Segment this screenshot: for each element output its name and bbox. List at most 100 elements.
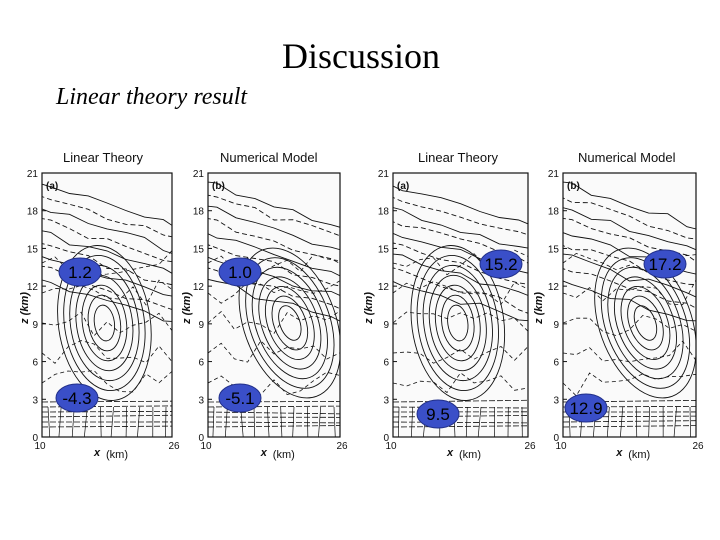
y-tick-label: 15 <box>27 244 39 255</box>
contour-ellipse <box>238 247 340 399</box>
contour-line <box>318 406 322 437</box>
x-axis-label: x <box>615 447 623 459</box>
y-tick-label: 18 <box>193 207 205 218</box>
x-tick-label: 26 <box>336 441 348 452</box>
y-tick-label: 3 <box>383 395 389 406</box>
contour-ellipse <box>594 247 696 399</box>
contour-line <box>280 406 283 437</box>
contour-line <box>635 406 638 437</box>
value-badge-text: 17.2 <box>648 255 681 274</box>
contour-line <box>165 406 167 437</box>
contour-line <box>393 207 528 249</box>
value-badge: -4.3 <box>55 383 99 413</box>
value-badge: 1.0 <box>218 257 262 287</box>
contour-figure: Linear Theory (a) 0 3 6 9 12 15 18 21 z (km) 10 26 x (… <box>19 150 704 461</box>
contour-line <box>393 421 528 424</box>
contour-line <box>110 406 114 437</box>
value-badge-oval <box>643 249 687 279</box>
contour-line <box>563 405 696 408</box>
contour-line <box>42 196 172 238</box>
contour-line <box>42 243 172 286</box>
contour-line <box>393 406 528 409</box>
contour-line <box>563 245 696 286</box>
contour-line <box>393 267 528 314</box>
y-tick-label: 3 <box>198 395 204 406</box>
contour-line <box>411 406 414 437</box>
contour-line <box>563 420 696 423</box>
y-tick-label: 6 <box>383 358 389 369</box>
y-tick-label: 6 <box>32 358 38 369</box>
y-tick-label: 15 <box>378 244 390 255</box>
contour-line <box>648 406 651 437</box>
value-badge-oval <box>55 383 99 413</box>
panel-frame <box>562 172 697 438</box>
panel-heading: Linear Theory <box>418 150 498 165</box>
contour-lines <box>208 181 340 437</box>
contour-lines <box>393 185 528 437</box>
contour-line <box>393 372 528 394</box>
y-tick-label: 6 <box>553 358 559 369</box>
panel-heading: Linear Theory <box>63 150 143 165</box>
contour-ellipse <box>441 294 475 352</box>
contour-lines <box>42 183 172 437</box>
x-tick-label: 10 <box>555 441 567 452</box>
contour-ellipse <box>613 276 677 370</box>
contour-line <box>563 400 696 403</box>
contour-line <box>306 406 309 437</box>
value-badge: 1.2 <box>58 257 102 287</box>
contour-line <box>393 185 528 225</box>
contour-line <box>563 340 696 363</box>
contour-line <box>42 279 172 322</box>
contour-line <box>100 406 102 437</box>
contour-ellipse <box>63 254 146 392</box>
y-tick-label: 12 <box>378 282 390 293</box>
y-tick-label: 21 <box>378 169 390 180</box>
contour-line <box>393 311 528 332</box>
contour-line <box>689 406 691 437</box>
contour-line <box>42 208 172 254</box>
contour-line <box>393 425 528 428</box>
value-badge-text: 12.9 <box>569 399 602 418</box>
y-tick-label: 18 <box>378 207 390 218</box>
contour-ellipse <box>428 274 487 372</box>
panel-heading: Numerical Model <box>220 150 318 165</box>
y-tick-label: 18 <box>548 207 560 218</box>
contour-line <box>563 280 696 322</box>
contour-line <box>42 265 172 311</box>
value-badge: 15.2 <box>479 249 523 279</box>
value-badge-oval <box>218 383 262 413</box>
y-tick-label: 21 <box>27 169 39 180</box>
y-tick-label: 21 <box>548 169 560 180</box>
contour-line <box>563 217 696 263</box>
contour-line <box>58 406 62 437</box>
panel-tag: (a) <box>46 181 58 192</box>
x-axis-unit: (km) <box>628 449 650 461</box>
contour-line <box>42 279 172 306</box>
slide-subtitle: Linear theory result <box>56 84 248 110</box>
contour-line <box>208 340 340 363</box>
value-badge-oval <box>416 399 460 429</box>
contour-line <box>83 406 88 437</box>
contour-line <box>42 218 172 263</box>
contour-ellipse <box>93 304 116 342</box>
y-tick-label: 18 <box>27 207 39 218</box>
panel-3: Linear Theory (a) 0 3 6 9 12 15 18 21 z (km) 10 26 x (… <box>363 150 536 461</box>
panel-1: Linear Theory (a) 0 3 6 9 12 15 18 21 z (km) 10 26 x (… <box>19 150 180 461</box>
contour-line <box>393 249 528 276</box>
contour-line <box>42 311 172 337</box>
contour-line <box>42 370 172 393</box>
value-badge: 17.2 <box>643 249 687 279</box>
contour-line <box>42 256 172 297</box>
contour-line <box>42 414 172 418</box>
value-badge-text: 1.2 <box>68 263 92 282</box>
contour-line <box>563 314 696 337</box>
contour-ellipse <box>81 284 128 362</box>
contour-line <box>393 253 528 296</box>
contour-line <box>208 310 340 334</box>
y-axis-label: z (km) <box>533 292 545 325</box>
x-axis-unit: (km) <box>459 449 481 461</box>
contour-ellipse <box>633 305 658 341</box>
value-badge-text: 15.2 <box>484 255 517 274</box>
contour-ellipse <box>620 286 671 360</box>
contour-line <box>563 372 696 397</box>
